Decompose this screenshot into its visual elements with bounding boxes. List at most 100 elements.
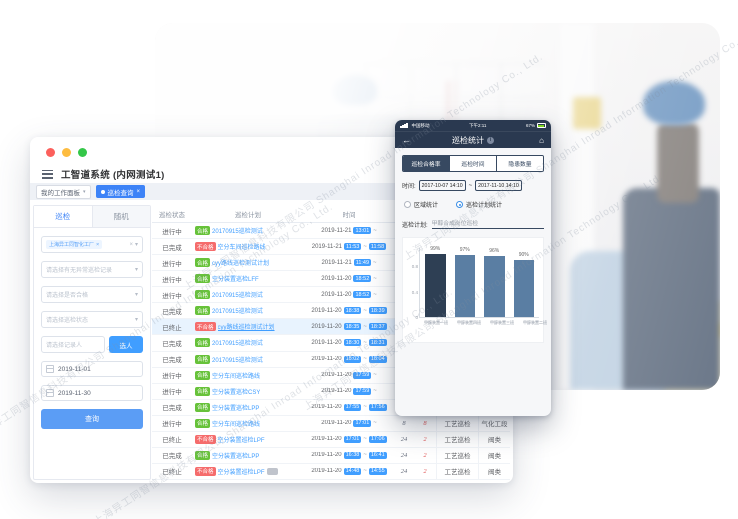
workspace-tabstrip: 我的工作面板 ▾ 巡检查询 ×: [30, 183, 513, 200]
row-status: 已终止: [162, 324, 182, 332]
end-date-input[interactable]: 2019-11-30: [41, 385, 143, 401]
x-tick-label: 甲醇装置一班: [424, 320, 448, 325]
tab-inspection[interactable]: 巡检: [34, 206, 92, 227]
table-body: 进行中合格20170915巡检测试2019-11-2113:01~4已完成不合格…: [152, 223, 510, 480]
plan-link[interactable]: 空分装置巡检LPF: [217, 469, 265, 476]
tab-workspace[interactable]: 我的工作面板 ▾: [36, 184, 91, 199]
plan-link[interactable]: 空分装置巡检LFF: [212, 277, 259, 284]
table-row[interactable]: 已完成 合格 空分装置巡检LPP 2019-11-20 16:38 ~16:41 24 2 工艺…: [152, 447, 510, 464]
plan-link[interactable]: 20170915巡检测试: [212, 341, 263, 348]
result-badge: 合格: [195, 290, 211, 300]
factory-select[interactable]: 上海异工同智化工厂 × × ▾: [41, 236, 143, 253]
row-plan: 合格 空分车间巡检路线: [192, 418, 304, 428]
plan-link[interactable]: 空分装置巡检LPP: [212, 405, 260, 412]
stat-tab-1[interactable]: 巡检时间: [449, 156, 496, 171]
table-row[interactable]: 进行中 合格 空分车间巡检路线 2019-11-20 17:01 ~ 8 8 工艺巡检 气化工段: [152, 415, 510, 432]
plan-link[interactable]: cyy路线巡检测试计划: [217, 325, 275, 332]
row-status: 已完成: [162, 340, 182, 348]
bar[interactable]: [513, 259, 534, 317]
row-count: 8: [402, 419, 406, 427]
bar[interactable]: [454, 255, 475, 317]
header-status: 巡检状态: [159, 211, 185, 219]
row-location: 阀类: [478, 463, 510, 479]
result-badge: 合格: [195, 226, 211, 236]
phone-title-label: 巡检统计: [452, 135, 484, 145]
battery-icon: [536, 123, 546, 128]
plan-link[interactable]: 空分车间巡检路线: [212, 421, 261, 428]
stat-tab-2[interactable]: 隐患数量: [496, 156, 543, 171]
window-controls: [46, 148, 87, 157]
header-plan: 巡检计划: [235, 211, 261, 219]
row-plan: 合格 20170915巡检测试: [192, 290, 304, 300]
filter-selects: 请选择有无异常巡检记录 ▾ 请选择是否合格 ▾ 请选择巡检状态 ▾: [41, 261, 143, 328]
result-badge: 合格: [195, 418, 211, 428]
start-date-input[interactable]: 2019-11-01: [41, 361, 143, 377]
app-titlebar: 工智道系统 (内网测试1): [42, 166, 165, 182]
plan-link[interactable]: 空分装置巡检LPF: [217, 437, 265, 444]
minimize-button[interactable]: [62, 148, 71, 157]
plan-link[interactable]: 空分车间巡检路线: [212, 373, 261, 380]
row-plan: 合格 20170915巡检测试: [192, 338, 304, 348]
header-time: 时间: [342, 211, 356, 219]
plan-link[interactable]: 20170915巡检测试: [212, 229, 263, 236]
result-badge: 不合格: [195, 242, 216, 252]
plan-link[interactable]: 空分装置巡检LPP: [212, 453, 260, 460]
row-status: 已完成: [162, 405, 182, 413]
bar-value-label: 96%: [489, 247, 500, 254]
plan-link[interactable]: 20170915巡检测试: [212, 357, 263, 364]
row-count: 24: [400, 435, 408, 443]
stat-tabs: 巡检合格率 巡检时间 隐患数量: [402, 155, 544, 172]
remove-tag-icon[interactable]: ×: [96, 241, 100, 248]
plan-link[interactable]: 20170915巡检测试: [212, 293, 263, 300]
row-time: 2019-11-21 13:01 ~: [321, 227, 377, 235]
chevron-down-icon: ▾: [134, 242, 138, 248]
phone-status-bar: 中国移动 下午2:11 67%: [395, 120, 551, 131]
calendar-icon: [46, 389, 54, 397]
row-status: 已完成: [162, 308, 182, 316]
status-left: 中国移动: [400, 123, 430, 129]
home-icon[interactable]: ⌂: [539, 135, 544, 145]
pick-person-button[interactable]: 选人: [109, 336, 143, 353]
plan-link[interactable]: 20170915巡检测试: [212, 309, 263, 316]
result-badge: 不合格: [195, 322, 216, 332]
row-status: 进行中: [162, 421, 182, 429]
radio-plan[interactable]: 巡检计划统计: [456, 200, 502, 209]
back-icon[interactable]: ←: [402, 135, 411, 145]
close-button[interactable]: [46, 148, 55, 157]
time-to-input[interactable]: 2017-11-10 14:10: [475, 180, 522, 191]
table-row[interactable]: 已终止 不合格 空分装置巡检LPF 2019-11-20 14:48 ~14:55 24 2 工…: [152, 463, 510, 480]
plan-link[interactable]: 空分装置巡检CSY: [212, 389, 261, 396]
plan-link[interactable]: cyy路线巡检测试计划: [212, 261, 270, 268]
info-icon[interactable]: i: [487, 136, 494, 144]
tab-inspection-query[interactable]: 巡检查询 ×: [95, 185, 146, 198]
menu-icon[interactable]: [42, 169, 53, 179]
row-plan: 合格 20170915巡检测试: [192, 354, 304, 364]
row-location: 气化工段: [478, 415, 510, 431]
bar[interactable]: [484, 255, 505, 317]
chevron-down-icon: ▾: [134, 267, 138, 273]
filter-select-1[interactable]: 请选择是否合格 ▾: [41, 286, 143, 303]
row-type: 工艺巡检: [436, 431, 478, 447]
person-filter-row: 请选择记录人 选人: [41, 336, 143, 353]
person-input[interactable]: 请选择记录人: [41, 336, 105, 353]
row-time: 2019-11-20 17:01 ~17:06: [311, 435, 387, 443]
plan-link[interactable]: 空分车间巡检路线: [217, 245, 266, 252]
search-button[interactable]: 查询: [41, 409, 143, 429]
filter-select-2[interactable]: 请选择巡检状态 ▾: [41, 311, 143, 328]
time-from-input[interactable]: 2017-10-07 14:10: [418, 180, 466, 191]
maximize-button[interactable]: [78, 148, 87, 157]
result-badge: 不合格: [195, 434, 216, 444]
bar[interactable]: [425, 254, 446, 317]
filter-select-0[interactable]: 请选择有无异常巡检记录 ▾: [41, 261, 143, 278]
clear-icon[interactable]: ×: [129, 241, 133, 248]
table-row[interactable]: 已终止 不合格 空分装置巡检LPF 2019-11-20 17:01 ~17:06 24 2 工…: [152, 431, 510, 448]
row-count: 24: [400, 451, 408, 459]
radio-area[interactable]: 区域统计: [404, 200, 438, 209]
stat-tab-0[interactable]: 巡检合格率: [403, 156, 449, 171]
row-time: 2019-11-20 18:38 ~18:39: [311, 307, 387, 315]
tab-random[interactable]: 随机: [91, 206, 150, 227]
plan-value[interactable]: 甲醇合成岗位巡检: [431, 218, 544, 229]
plan-label: 巡检计划:: [402, 223, 428, 229]
close-tab-icon[interactable]: ×: [136, 188, 141, 195]
